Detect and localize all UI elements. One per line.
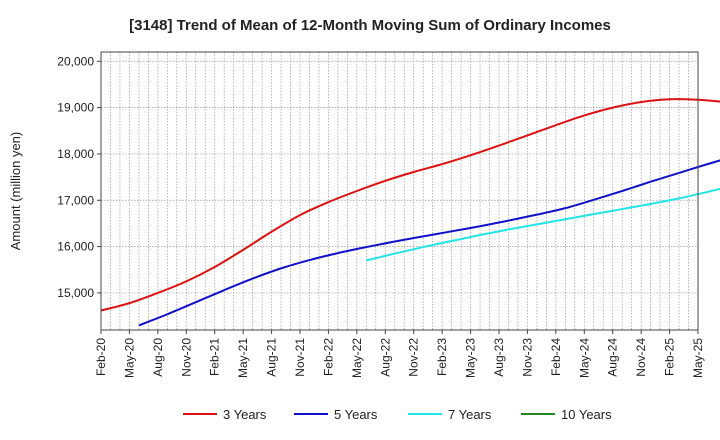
- x-tick-label: May-22: [350, 338, 364, 378]
- x-tick-label: May-24: [577, 338, 591, 378]
- x-axis: Feb-20 May-20 Aug-20 Nov-20 Feb-21 May-21 Aug-…: [94, 330, 705, 378]
- y-tick-label: 17,000: [57, 193, 94, 207]
- legend-label-10-years: 10 Years: [561, 407, 612, 422]
- x-tick-label: Nov-23: [520, 338, 534, 377]
- legend-label-5-years: 5 Years: [334, 407, 378, 422]
- series-line-5-years: [138, 159, 720, 327]
- y-tick-label: 16,000: [57, 240, 94, 254]
- x-tick-label: May-21: [236, 338, 250, 378]
- series-line-3-years: [100, 98, 720, 312]
- y-tick-label: 20,000: [57, 54, 94, 68]
- x-tick-label: Feb-22: [321, 338, 335, 376]
- y-axis: 15,000 16,000 17,000 18,000 19,000 20,000: [57, 54, 101, 300]
- chart-title: [3148] Trend of Mean of 12-Month Moving …: [129, 17, 611, 34]
- x-tick-label: May-23: [464, 338, 478, 378]
- x-tick-label: Feb-21: [208, 338, 222, 376]
- y-axis-label: Amount (million yen): [8, 132, 23, 251]
- y-tick-label: 18,000: [57, 147, 94, 161]
- series-line-7-years: [366, 187, 720, 262]
- x-tick-label: Nov-22: [407, 338, 421, 377]
- x-tick-label: May-25: [691, 338, 705, 378]
- y-tick-label: 15,000: [57, 286, 94, 300]
- x-tick-label: Aug-21: [265, 338, 279, 377]
- grid: [101, 52, 698, 330]
- plot-area: [100, 51, 699, 331]
- x-tick-label: Nov-21: [293, 338, 307, 377]
- legend-label-7-years: 7 Years: [448, 407, 492, 422]
- x-tick-label: Feb-24: [549, 338, 563, 376]
- x-tick-label: Feb-20: [94, 338, 108, 376]
- x-tick-label: Feb-23: [435, 338, 449, 376]
- x-tick-label: Nov-20: [179, 338, 193, 377]
- series-layer: [100, 98, 720, 327]
- x-tick-label: May-20: [122, 338, 136, 378]
- x-tick-label: Nov-24: [634, 338, 648, 377]
- x-tick-label: Aug-24: [606, 338, 620, 377]
- x-tick-label: Aug-20: [151, 338, 165, 377]
- legend-label-3-years: 3 Years: [223, 407, 267, 422]
- y-tick-label: 19,000: [57, 101, 94, 115]
- x-tick-label: Feb-25: [663, 338, 677, 376]
- x-tick-label: Aug-22: [378, 338, 392, 377]
- x-tick-label: Aug-23: [492, 338, 506, 377]
- legend: 3 Years 5 Years 7 Years 10 Years: [183, 407, 612, 422]
